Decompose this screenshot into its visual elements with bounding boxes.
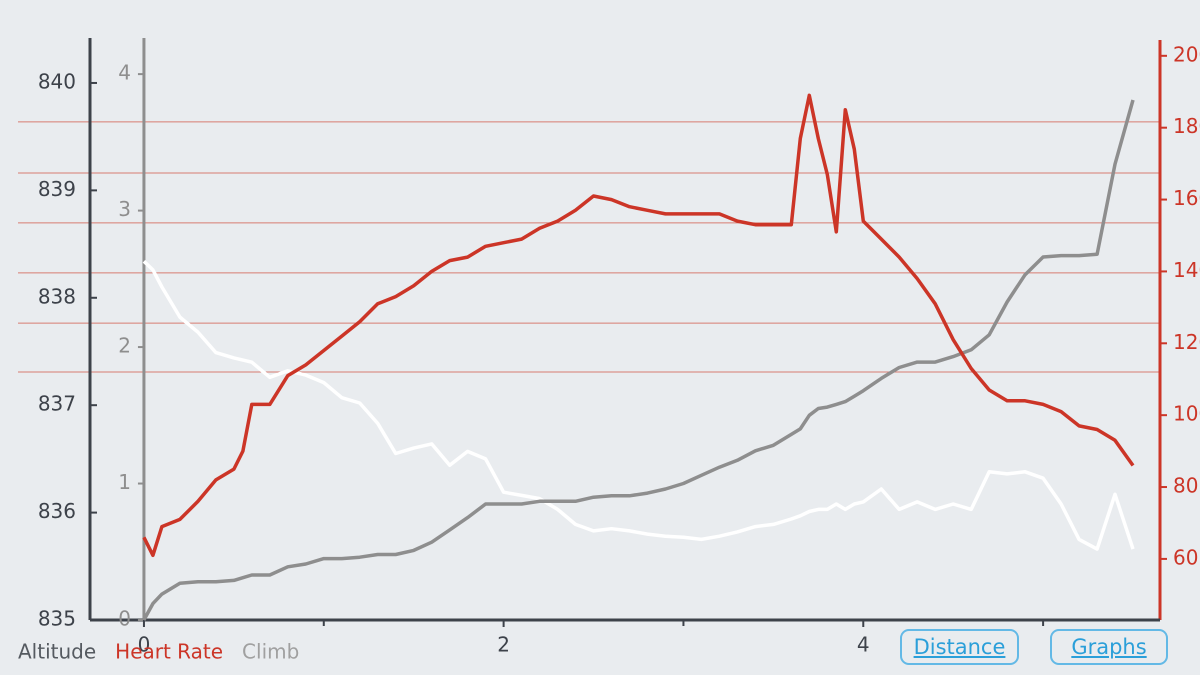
y3-tick-label: 180 xyxy=(1173,114,1200,138)
legend-entry: Heart Rate xyxy=(115,640,223,664)
series-line xyxy=(142,260,1135,551)
x-tick-label: 2 xyxy=(497,633,510,657)
legend-entry: Altitude xyxy=(18,640,96,664)
y3-tick-label: 100 xyxy=(1173,402,1200,426)
legend-entry: Climb xyxy=(242,640,299,664)
y2-tick-label: 2 xyxy=(118,334,131,358)
y2-tick-label: 3 xyxy=(118,197,131,221)
y-tick-label: 840 xyxy=(38,69,76,93)
y-tick-label: 836 xyxy=(38,499,76,523)
series-line xyxy=(142,93,1135,558)
x-tick-label: 4 xyxy=(857,633,870,657)
y-tick-label: 839 xyxy=(38,177,76,201)
y-tick-label: 838 xyxy=(38,284,76,308)
y3-tick-label: 80 xyxy=(1173,474,1198,498)
graphs-button[interactable]: Graphs xyxy=(1050,629,1168,665)
y3-tick-label: 120 xyxy=(1173,330,1200,354)
y2-tick-label: 0 xyxy=(118,607,131,631)
y3-tick-label: 60 xyxy=(1173,545,1198,569)
y3-tick-label: 200 xyxy=(1173,42,1200,66)
y-tick-label: 837 xyxy=(38,392,76,416)
y2-tick-label: 1 xyxy=(118,470,131,494)
y3-tick-label: 140 xyxy=(1173,258,1200,282)
y-tick-label: 835 xyxy=(38,607,76,631)
y3-tick-label: 160 xyxy=(1173,186,1200,210)
series-line xyxy=(142,99,1135,621)
distance-button[interactable]: Distance xyxy=(900,629,1019,665)
x-tick-label: 0 xyxy=(138,633,151,657)
y2-tick-label: 4 xyxy=(118,61,131,85)
